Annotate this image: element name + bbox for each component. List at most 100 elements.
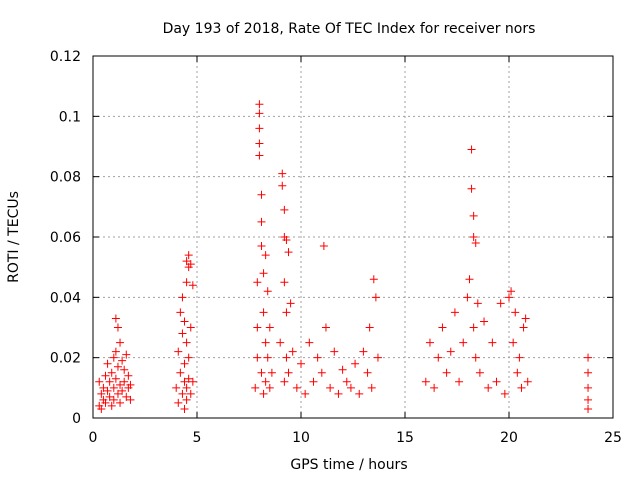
data-point [334, 389, 343, 398]
data-point [292, 383, 301, 392]
data-point [261, 251, 270, 260]
data-point [178, 389, 187, 398]
data-point [278, 169, 287, 178]
data-point [284, 248, 293, 257]
data-point [492, 377, 501, 386]
data-point [284, 368, 293, 377]
data-point [282, 236, 291, 245]
data-point [118, 356, 127, 365]
data-point [517, 383, 526, 392]
data-point [180, 317, 189, 326]
data-point [255, 151, 264, 160]
data-point [109, 353, 118, 362]
data-point [107, 368, 116, 377]
data-point [257, 190, 266, 199]
data-point [109, 395, 118, 404]
data-point [101, 398, 110, 407]
data-point [176, 308, 185, 317]
data-point [184, 251, 193, 260]
data-point [116, 338, 125, 347]
x-tick-label: 0 [89, 430, 98, 446]
data-point [105, 392, 114, 401]
x-tick-label: 25 [604, 430, 622, 446]
x-tick-label: 5 [193, 430, 202, 446]
y-tick-label: 0.1 [59, 109, 81, 125]
data-point [305, 338, 314, 347]
chart-title: Day 193 of 2018, Rate Of TEC Index for r… [163, 21, 536, 37]
data-point [469, 323, 478, 332]
data-point [282, 308, 291, 317]
y-tick-label: 0 [72, 411, 81, 427]
y-axis-ticks: 0 0.02 0.04 0.06 0.08 0.1 0.12 [50, 49, 613, 427]
data-point [371, 293, 380, 302]
data-point [186, 389, 195, 398]
data-point [122, 350, 131, 359]
data-point [178, 329, 187, 338]
data-point [584, 395, 593, 404]
data-point [174, 347, 183, 356]
data-point [182, 278, 191, 287]
data-point [515, 353, 524, 362]
data-point [261, 338, 270, 347]
data-point [259, 389, 268, 398]
data-point [113, 362, 122, 371]
data-point [430, 383, 439, 392]
data-point [505, 293, 513, 302]
data-point [471, 353, 480, 362]
data-point [319, 242, 328, 251]
data-point [255, 100, 264, 109]
data-point [265, 323, 274, 332]
data-point [286, 299, 295, 308]
gridlines [93, 56, 613, 418]
data-point [263, 353, 272, 362]
data-point [313, 353, 322, 362]
x-tick-label: 20 [500, 430, 518, 446]
data-point [309, 377, 318, 386]
data-point [253, 278, 262, 287]
data-point [257, 368, 266, 377]
data-point [120, 377, 129, 386]
data-point [330, 347, 339, 356]
data-point [584, 368, 593, 377]
data-point [317, 368, 326, 377]
data-point [261, 377, 270, 386]
data-point [180, 359, 189, 368]
data-point [109, 383, 118, 392]
data-point [124, 371, 133, 380]
data-point [111, 374, 120, 383]
y-tick-label: 0.06 [50, 230, 81, 246]
data-point [126, 380, 135, 389]
x-tick-label: 10 [292, 430, 310, 446]
data-point [465, 275, 474, 284]
data-point [263, 287, 272, 296]
x-axis-label: GPS time / hours [290, 457, 407, 473]
data-point [471, 239, 480, 248]
data-point [488, 338, 497, 347]
data-point [174, 398, 183, 407]
data-point [188, 281, 197, 290]
data-point [257, 217, 266, 226]
data-point [99, 383, 108, 392]
data-point [182, 383, 191, 392]
data-point [265, 383, 274, 392]
data-point [182, 257, 191, 266]
data-point [255, 109, 264, 118]
data-point [455, 377, 464, 386]
data-point [511, 308, 520, 317]
data-point [369, 275, 378, 284]
data-point [373, 353, 382, 362]
data-point [469, 233, 478, 241]
data-point [438, 323, 447, 332]
data-point [584, 404, 593, 413]
data-point [288, 347, 297, 356]
data-point [301, 389, 310, 398]
data-point [180, 377, 189, 386]
data-point [176, 368, 185, 377]
x-tick-label: 15 [396, 430, 414, 446]
y-tick-label: 0.08 [50, 170, 81, 186]
data-point [180, 404, 189, 413]
y-axis-label: ROTI / TECUs [6, 191, 22, 283]
data-point [442, 368, 451, 377]
data-point [507, 287, 516, 296]
data-point [255, 139, 264, 148]
